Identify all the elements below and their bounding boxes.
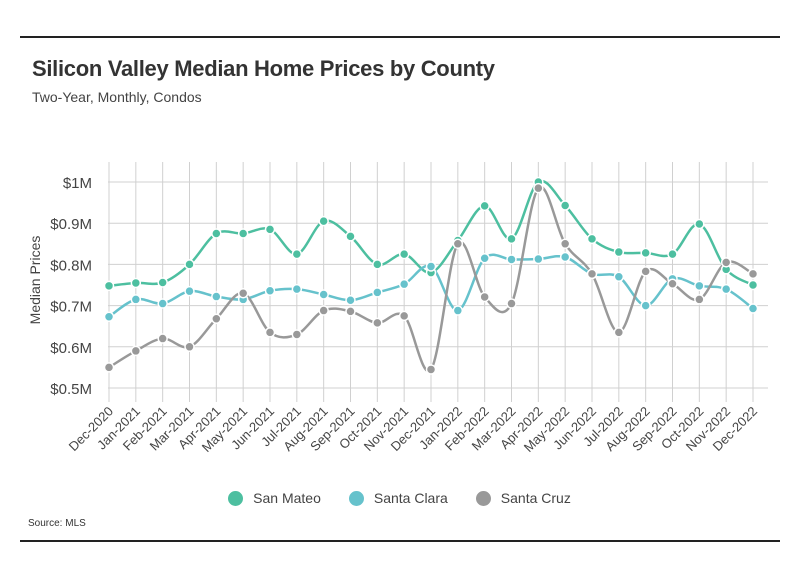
legend: San Mateo Santa Clara Santa Cruz bbox=[0, 490, 799, 506]
data-point-san-mateo bbox=[398, 248, 410, 260]
data-point-santa-cruz bbox=[667, 278, 678, 290]
data-point-san-mateo bbox=[211, 228, 222, 239]
data-point-santa-cruz bbox=[318, 305, 329, 316]
data-point-santa-clara bbox=[184, 285, 195, 297]
series-line-santa-cruz bbox=[108, 185, 754, 373]
data-point-san-mateo bbox=[559, 200, 571, 211]
data-point-san-mateo bbox=[372, 259, 383, 270]
chart-title: Silicon Valley Median Home Prices by Cou… bbox=[32, 56, 495, 81]
data-point-santa-cruz bbox=[720, 257, 732, 268]
data-point-san-mateo bbox=[157, 277, 168, 288]
legend-marker-san-mateo bbox=[228, 490, 244, 506]
data-point-santa-cruz bbox=[184, 341, 195, 353]
data-point-san-mateo bbox=[506, 233, 517, 245]
data-point-santa-clara bbox=[372, 287, 383, 298]
data-point-san-mateo bbox=[747, 279, 759, 291]
data-point-santa-cruz bbox=[613, 327, 625, 338]
data-point-santa-clara bbox=[452, 305, 464, 316]
y-tick-label: $1M bbox=[63, 175, 92, 192]
legend-label-san-mateo: San Mateo bbox=[253, 490, 321, 506]
data-point-santa-cruz bbox=[103, 362, 115, 373]
data-point-santa-clara bbox=[425, 261, 437, 272]
data-point-san-mateo bbox=[264, 224, 276, 235]
legend-marker-santa-clara bbox=[348, 490, 364, 506]
data-point-san-mateo bbox=[667, 248, 678, 260]
data-point-santa-cruz bbox=[559, 238, 571, 250]
data-point-san-mateo bbox=[586, 233, 598, 245]
data-point-san-mateo bbox=[640, 247, 651, 259]
y-tick-label: $0.6M bbox=[50, 340, 92, 357]
data-point-santa-clara bbox=[479, 252, 490, 264]
bottom-rule bbox=[20, 540, 780, 542]
data-point-san-mateo bbox=[103, 280, 115, 292]
data-point-santa-cruz bbox=[586, 268, 598, 280]
legend-item-san-mateo: San Mateo bbox=[228, 490, 321, 506]
data-point-san-mateo bbox=[694, 218, 705, 230]
data-point-santa-cruz bbox=[157, 333, 168, 344]
data-point-santa-cruz bbox=[130, 345, 142, 357]
data-point-san-mateo bbox=[613, 246, 625, 258]
data-point-santa-clara bbox=[533, 253, 544, 265]
legend-item-santa-cruz: Santa Cruz bbox=[475, 490, 571, 506]
data-point-santa-clara bbox=[506, 254, 517, 265]
data-point-san-mateo bbox=[318, 215, 329, 227]
data-point-santa-clara bbox=[264, 285, 276, 297]
legend-label-santa-cruz: Santa Cruz bbox=[500, 490, 571, 506]
data-point-santa-clara bbox=[640, 300, 651, 311]
data-point-san-mateo bbox=[291, 248, 303, 260]
data-point-santa-cruz bbox=[372, 317, 383, 329]
y-tick-label: $0.8M bbox=[50, 257, 92, 274]
data-point-santa-cruz bbox=[237, 287, 249, 299]
data-point-santa-clara bbox=[130, 294, 142, 305]
data-point-santa-clara bbox=[694, 280, 705, 292]
data-point-santa-clara bbox=[398, 278, 410, 290]
source-note: Source: MLS bbox=[28, 518, 86, 529]
data-point-santa-clara bbox=[211, 291, 222, 302]
data-point-santa-clara bbox=[559, 251, 571, 263]
data-point-santa-clara bbox=[720, 283, 732, 295]
data-point-santa-clara bbox=[747, 303, 759, 314]
legend-item-santa-clara: Santa Clara bbox=[348, 490, 448, 506]
y-axis-title: Median Prices bbox=[27, 236, 43, 325]
data-point-santa-clara bbox=[291, 283, 303, 295]
y-tick-label: $0.7M bbox=[50, 299, 92, 316]
data-point-santa-clara bbox=[157, 298, 168, 309]
data-point-santa-cruz bbox=[291, 329, 303, 340]
data-point-santa-cruz bbox=[425, 364, 437, 375]
data-point-santa-clara bbox=[103, 311, 115, 322]
data-point-santa-clara bbox=[345, 294, 356, 306]
data-point-santa-cruz bbox=[747, 268, 759, 280]
legend-label-santa-clara: Santa Clara bbox=[373, 490, 448, 506]
data-point-santa-cruz bbox=[479, 291, 490, 303]
top-rule bbox=[20, 36, 780, 38]
data-point-santa-cruz bbox=[640, 266, 651, 277]
data-point-santa-cruz bbox=[694, 294, 705, 305]
y-tick-label: $0.5M bbox=[50, 381, 92, 398]
data-point-santa-cruz bbox=[211, 313, 222, 325]
data-point-santa-cruz bbox=[506, 298, 517, 309]
data-point-santa-cruz bbox=[398, 310, 410, 322]
data-point-san-mateo bbox=[237, 228, 249, 239]
chart-subtitle: Two-Year, Monthly, Condos bbox=[32, 89, 202, 105]
data-point-santa-clara bbox=[613, 271, 625, 283]
data-point-san-mateo bbox=[184, 259, 195, 270]
data-point-santa-clara bbox=[318, 289, 329, 300]
y-tick-label: $0.9M bbox=[50, 216, 92, 233]
data-point-santa-cruz bbox=[533, 182, 544, 194]
data-point-san-mateo bbox=[130, 277, 142, 289]
data-point-santa-cruz bbox=[264, 327, 276, 338]
data-point-san-mateo bbox=[479, 200, 490, 212]
legend-marker-santa-cruz bbox=[475, 490, 491, 506]
data-point-santa-cruz bbox=[345, 306, 356, 317]
data-point-santa-cruz bbox=[452, 238, 464, 250]
data-point-san-mateo bbox=[345, 231, 356, 242]
